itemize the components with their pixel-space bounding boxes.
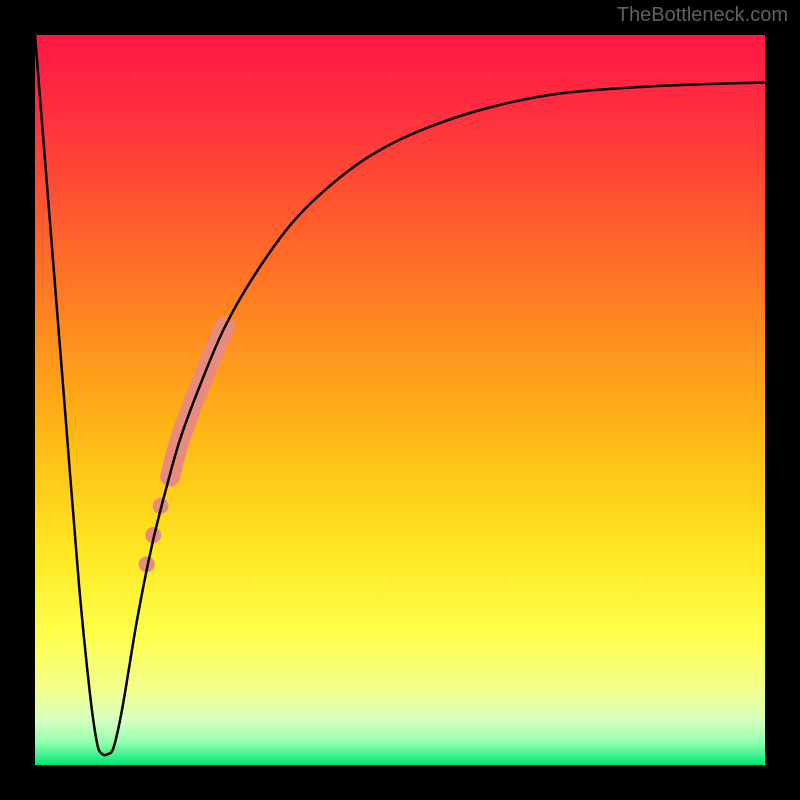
chart-svg [0,0,800,800]
chart-frame: TheBottleneck.com [0,0,800,800]
watermark-text: TheBottleneck.com [617,4,788,27]
plot-background [35,35,765,765]
